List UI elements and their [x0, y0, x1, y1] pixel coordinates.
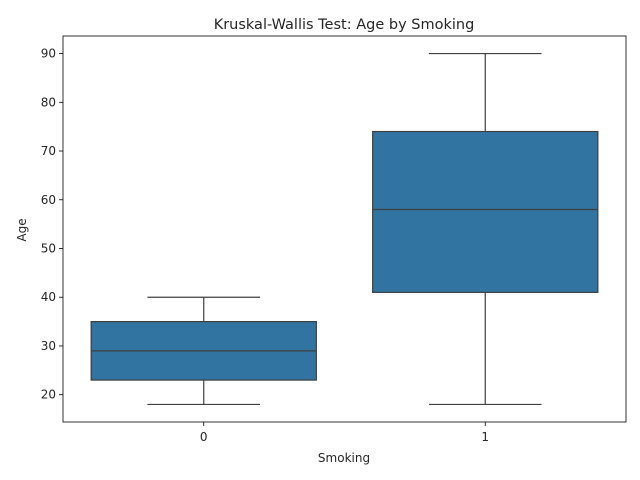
chart-title: Kruskal-Wallis Test: Age by Smoking [214, 17, 475, 33]
y-tick-label: 20 [41, 388, 56, 402]
y-tick-label: 60 [41, 193, 56, 207]
y-tick-label: 40 [41, 290, 56, 304]
box-group [372, 52, 599, 406]
y-tick-label: 50 [41, 241, 56, 255]
boxes-layer [90, 52, 599, 406]
x-axis-label: Smoking [318, 451, 370, 465]
x-tick-label: 1 [481, 430, 489, 444]
iqr-box [372, 130, 599, 293]
x-tick-label: 0 [200, 430, 208, 444]
y-axis: 20 30 40 50 60 70 80 90 [41, 47, 63, 402]
y-tick-label: 70 [41, 144, 56, 158]
y-tick-label: 30 [41, 339, 56, 353]
y-tick-label: 80 [41, 95, 56, 109]
plot-frame [62, 35, 627, 423]
y-tick-label: 90 [41, 47, 56, 61]
y-axis-label: Age [15, 218, 29, 241]
box-group [90, 296, 317, 406]
